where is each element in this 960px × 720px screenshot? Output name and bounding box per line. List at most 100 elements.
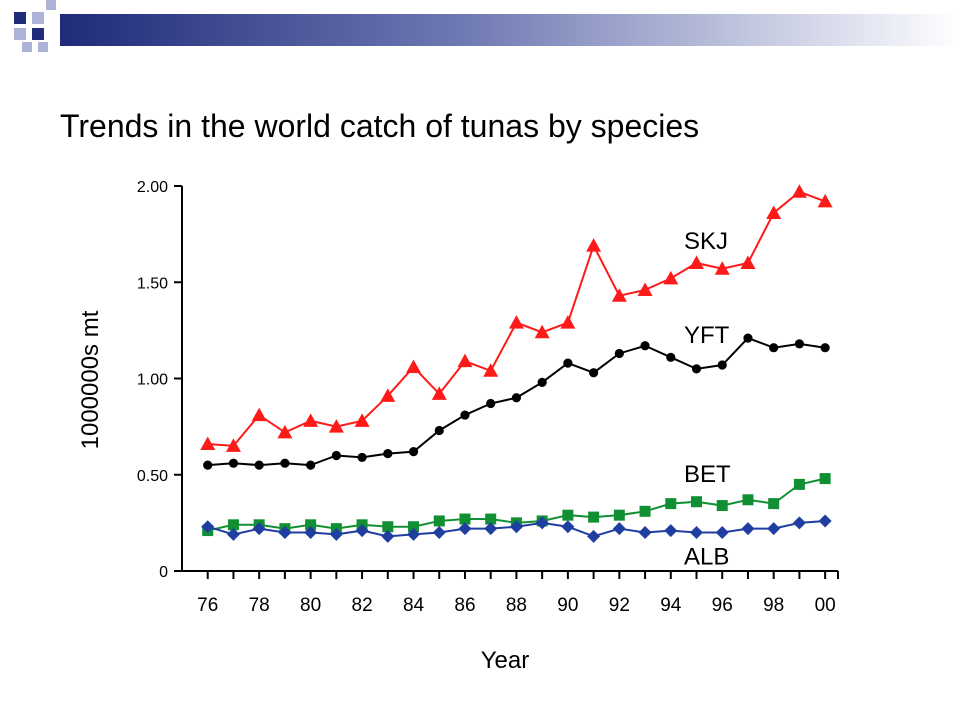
data-point-alb bbox=[767, 522, 781, 536]
data-point-yft bbox=[254, 460, 264, 470]
slide-decoration bbox=[14, 0, 960, 52]
data-point-yft bbox=[589, 368, 599, 378]
data-point-skj bbox=[663, 270, 679, 285]
data-point-yft bbox=[743, 333, 753, 343]
data-point-alb bbox=[638, 526, 652, 539]
x-tick-label: 78 bbox=[249, 595, 270, 616]
series-alb bbox=[201, 514, 832, 543]
x-tick-label: 84 bbox=[403, 595, 425, 616]
data-point-yft bbox=[511, 393, 522, 403]
data-point-bet bbox=[793, 478, 805, 490]
data-point-skj bbox=[380, 388, 396, 402]
y-tick-label: 0.50 bbox=[137, 468, 168, 485]
data-point-yft bbox=[434, 425, 444, 436]
y-tick-label: 0 bbox=[159, 564, 168, 581]
x-tick-label: 98 bbox=[763, 595, 784, 616]
data-point-skj bbox=[508, 315, 524, 329]
data-point-alb bbox=[304, 526, 318, 539]
data-point-alb bbox=[587, 529, 601, 543]
x-tick-label: 80 bbox=[300, 595, 321, 616]
data-point-yft bbox=[306, 460, 316, 470]
x-tick-label: 96 bbox=[712, 595, 733, 616]
data-point-bet bbox=[768, 498, 780, 510]
data-point-bet bbox=[588, 511, 600, 523]
series-label-alb: ALB bbox=[684, 544, 729, 571]
data-point-alb bbox=[484, 522, 498, 536]
data-point-skj bbox=[483, 363, 499, 377]
data-point-alb bbox=[818, 514, 832, 528]
decoration-square bbox=[46, 0, 56, 10]
data-point-bet bbox=[382, 521, 394, 533]
slide-title: Trends in the world catch of tunas by sp… bbox=[60, 108, 700, 144]
data-point-bet bbox=[459, 513, 471, 525]
data-point-skj bbox=[611, 288, 627, 302]
data-point-yft bbox=[228, 458, 239, 468]
decoration-square bbox=[38, 42, 48, 52]
data-point-skj bbox=[457, 353, 473, 368]
decoration-square bbox=[14, 28, 26, 40]
data-point-alb bbox=[741, 522, 755, 536]
data-point-bet bbox=[305, 519, 317, 531]
data-point-yft bbox=[537, 377, 547, 387]
data-point-skj bbox=[277, 424, 293, 439]
x-tick-label: 88 bbox=[506, 595, 527, 616]
data-point-skj bbox=[791, 184, 807, 198]
data-point-yft bbox=[357, 452, 367, 463]
data-point-yft bbox=[460, 410, 470, 420]
data-point-alb bbox=[561, 520, 575, 534]
data-point-yft bbox=[717, 360, 727, 370]
y-tick-label: 1.50 bbox=[137, 275, 168, 292]
decoration-square bbox=[32, 12, 44, 24]
data-point-bet bbox=[665, 498, 677, 510]
data-point-alb bbox=[355, 524, 369, 538]
y-tick-label: 1.00 bbox=[137, 372, 168, 389]
data-point-alb bbox=[509, 520, 523, 534]
data-point-bet bbox=[819, 473, 831, 485]
data-point-yft bbox=[203, 460, 213, 470]
data-point-skj bbox=[740, 255, 756, 269]
data-point-yft bbox=[563, 358, 573, 368]
data-point-bet bbox=[742, 494, 754, 506]
data-point-bet bbox=[408, 521, 420, 533]
x-tick-label: 92 bbox=[609, 595, 630, 616]
data-point-alb bbox=[329, 527, 343, 541]
data-point-bet bbox=[562, 509, 574, 521]
data-point-bet bbox=[716, 500, 728, 512]
x-tick-label: 76 bbox=[197, 595, 218, 616]
data-point-alb bbox=[715, 526, 729, 539]
decoration-square bbox=[14, 12, 26, 24]
data-point-skj bbox=[689, 255, 705, 269]
decoration-square bbox=[22, 42, 32, 52]
data-point-skj bbox=[586, 238, 602, 252]
series-label-bet: BET bbox=[684, 461, 731, 488]
series-label-yft: YFT bbox=[684, 322, 730, 349]
data-point-alb bbox=[252, 522, 266, 536]
series-skj bbox=[200, 184, 833, 452]
data-point-skj bbox=[200, 436, 216, 450]
data-point-alb bbox=[792, 516, 806, 530]
series-yft bbox=[203, 333, 830, 470]
data-point-skj bbox=[714, 261, 730, 275]
data-point-alb bbox=[381, 529, 395, 543]
data-point-skj bbox=[766, 205, 782, 219]
data-point-skj bbox=[817, 193, 833, 208]
data-point-yft bbox=[666, 352, 676, 362]
x-tick-label: 90 bbox=[557, 595, 578, 616]
data-point-skj bbox=[328, 419, 344, 433]
data-point-yft bbox=[486, 398, 496, 409]
data-point-skj bbox=[431, 386, 447, 400]
data-point-alb bbox=[458, 522, 472, 536]
data-point-alb bbox=[407, 527, 421, 541]
data-point-yft bbox=[769, 343, 779, 353]
data-point-alb bbox=[690, 526, 704, 539]
data-point-yft bbox=[640, 341, 650, 351]
data-point-skj bbox=[560, 315, 576, 329]
data-point-bet bbox=[227, 519, 239, 531]
data-point-skj bbox=[303, 413, 319, 427]
data-point-yft bbox=[408, 447, 419, 457]
data-point-skj bbox=[225, 438, 241, 452]
data-point-skj bbox=[637, 282, 653, 296]
decoration-band bbox=[60, 14, 960, 46]
data-point-skj bbox=[534, 324, 550, 339]
